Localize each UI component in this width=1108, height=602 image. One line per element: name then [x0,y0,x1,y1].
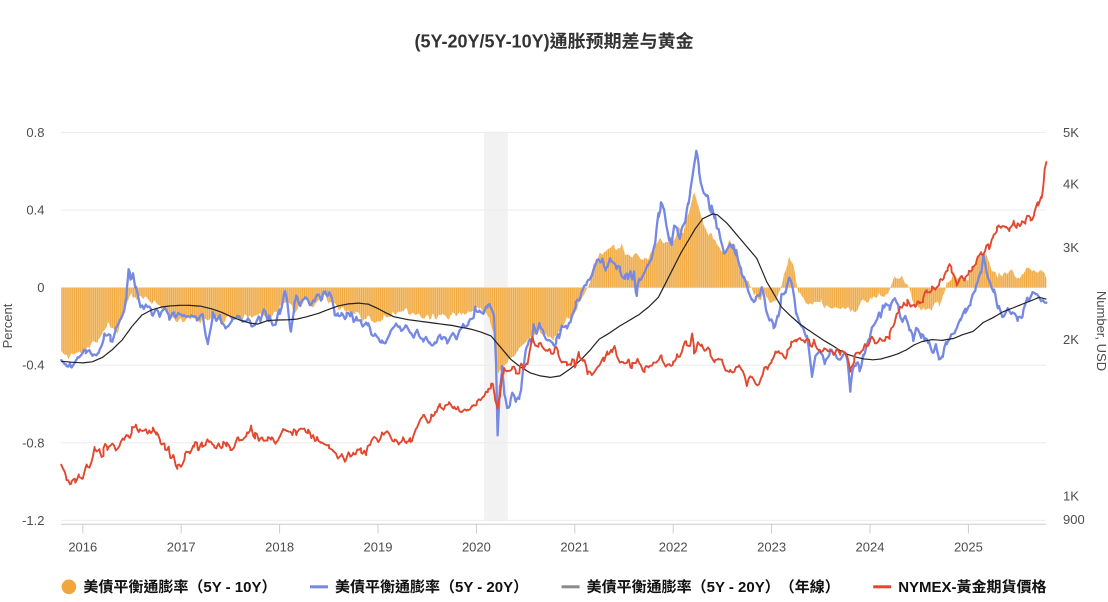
svg-text:900: 900 [1063,512,1085,527]
svg-text:4K: 4K [1063,177,1079,192]
svg-text:-0.8: -0.8 [22,435,44,450]
svg-text:0.8: 0.8 [26,125,44,140]
svg-text:-0.4: -0.4 [22,358,44,373]
svg-text:0.4: 0.4 [26,203,44,218]
svg-text:5Y - 20Y: 5Y - 20Y [707,579,765,596]
svg-text:2016: 2016 [68,540,97,555]
svg-text:2020: 2020 [462,540,491,555]
svg-text:2017: 2017 [167,540,196,555]
svg-text:5Y - 10Y: 5Y - 10Y [203,579,261,596]
svg-text:1K: 1K [1063,488,1079,503]
svg-text:2024: 2024 [856,540,885,555]
svg-text:3K: 3K [1063,240,1079,255]
svg-text:(5Y-20Y/5Y-10Y): (5Y-20Y/5Y-10Y) [415,32,550,52]
svg-text:Percent: Percent [0,303,15,348]
svg-text:2K: 2K [1063,332,1079,347]
svg-text:5Y - 20Y: 5Y - 20Y [455,579,513,596]
svg-text:-1.2: -1.2 [22,513,44,528]
svg-text:2021: 2021 [560,540,589,555]
svg-text:5K: 5K [1063,125,1079,140]
svg-text:Number, USD: Number, USD [1094,291,1108,371]
svg-text:0: 0 [37,280,44,295]
svg-text:2023: 2023 [757,540,786,555]
svg-text:2025: 2025 [954,540,983,555]
svg-text:2022: 2022 [659,540,688,555]
svg-text:2019: 2019 [364,540,393,555]
svg-text:2018: 2018 [265,540,294,555]
svg-text:NYMEX-: NYMEX- [898,579,956,596]
